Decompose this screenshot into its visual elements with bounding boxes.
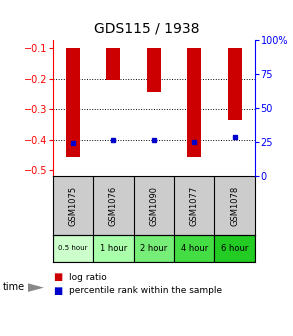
Text: 2 hour: 2 hour: [140, 244, 168, 253]
Bar: [228, 48, 242, 120]
Bar: [93, 235, 134, 262]
Bar: [147, 48, 161, 92]
Text: percentile rank within the sample: percentile rank within the sample: [69, 286, 222, 295]
Text: GDS115 / 1938: GDS115 / 1938: [94, 22, 199, 36]
Text: GSM1075: GSM1075: [69, 185, 77, 226]
Polygon shape: [28, 283, 44, 292]
Text: GSM1078: GSM1078: [230, 185, 239, 226]
Text: GSM1077: GSM1077: [190, 185, 199, 226]
Text: 6 hour: 6 hour: [221, 244, 248, 253]
Bar: [174, 235, 214, 262]
Bar: [106, 48, 120, 80]
Text: GSM1090: GSM1090: [149, 186, 158, 226]
Bar: [66, 48, 80, 157]
Text: 1 hour: 1 hour: [100, 244, 127, 253]
Bar: [187, 48, 201, 157]
Text: ■: ■: [53, 272, 62, 282]
Text: ■: ■: [53, 286, 62, 296]
Text: log ratio: log ratio: [69, 273, 107, 282]
Text: time: time: [3, 282, 25, 292]
Bar: [134, 235, 174, 262]
Bar: [214, 235, 255, 262]
Text: 0.5 hour: 0.5 hour: [58, 246, 88, 251]
Text: GSM1076: GSM1076: [109, 185, 118, 226]
Text: 4 hour: 4 hour: [180, 244, 208, 253]
Bar: [53, 235, 93, 262]
